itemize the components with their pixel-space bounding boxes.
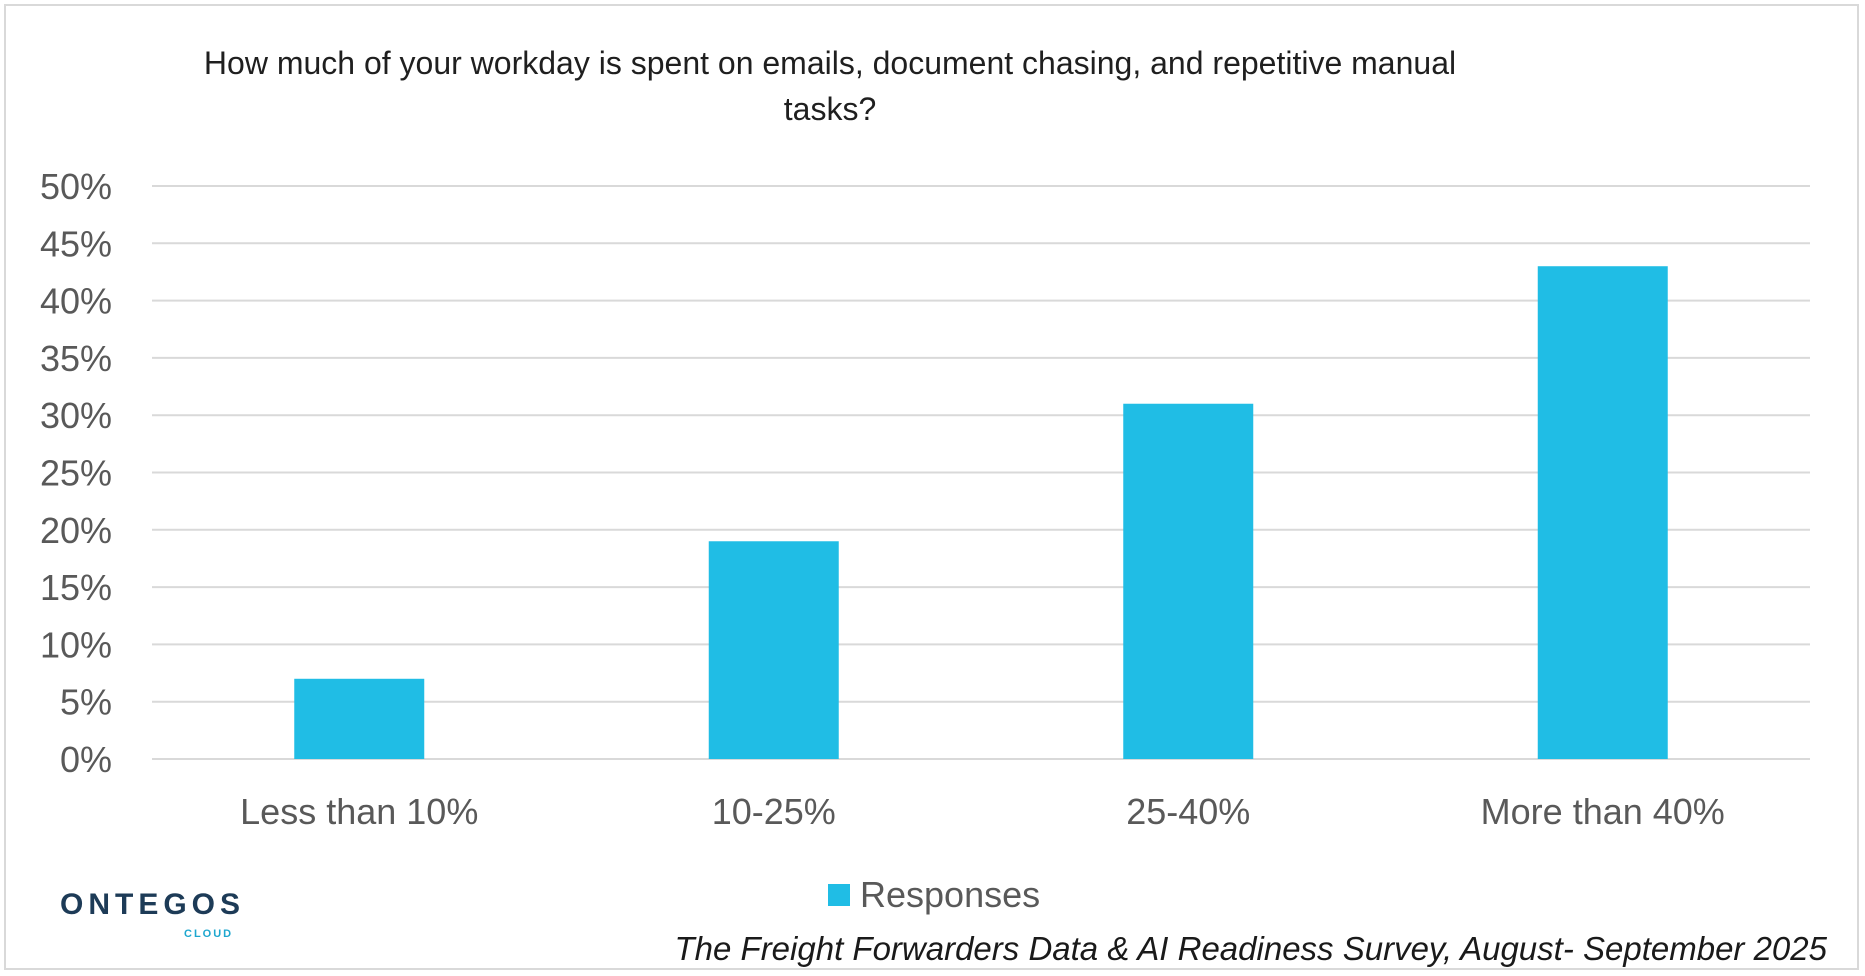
logo-wordmark: ONTEGOS (60, 888, 246, 921)
y-tick-label: 45% (40, 223, 112, 264)
ontegos-logo: ONTEGOS CLOUD (60, 888, 246, 940)
bar (294, 678, 425, 759)
x-category-label: 10-25% (712, 791, 836, 832)
x-category-label: 25-40% (1126, 791, 1250, 832)
y-tick-label: 5% (60, 682, 112, 723)
bar (1537, 266, 1668, 759)
x-category-label: Less than 10% (240, 791, 478, 832)
y-tick-label: 40% (40, 281, 112, 322)
y-tick-label: 15% (40, 567, 112, 608)
bar (1123, 403, 1254, 759)
y-tick-label: 25% (40, 453, 112, 494)
bar (708, 541, 839, 759)
y-tick-label: 35% (40, 338, 112, 379)
logo-subtext: CLOUD (184, 928, 234, 940)
x-category-label: More than 40% (1481, 791, 1725, 832)
legend-label: Responses (860, 874, 1041, 915)
chart-title: How much of your workday is spent on ema… (203, 45, 1457, 127)
y-tick-label: 30% (40, 395, 112, 436)
y-tick-label: 0% (60, 739, 112, 780)
legend: Responses (828, 874, 1040, 916)
source-note: The Freight Forwarders Data & AI Readine… (674, 930, 1828, 967)
y-tick-label: 10% (40, 624, 112, 665)
y-tick-label: 50% (40, 166, 112, 207)
legend-swatch (828, 884, 850, 906)
y-tick-label: 20% (40, 510, 112, 551)
